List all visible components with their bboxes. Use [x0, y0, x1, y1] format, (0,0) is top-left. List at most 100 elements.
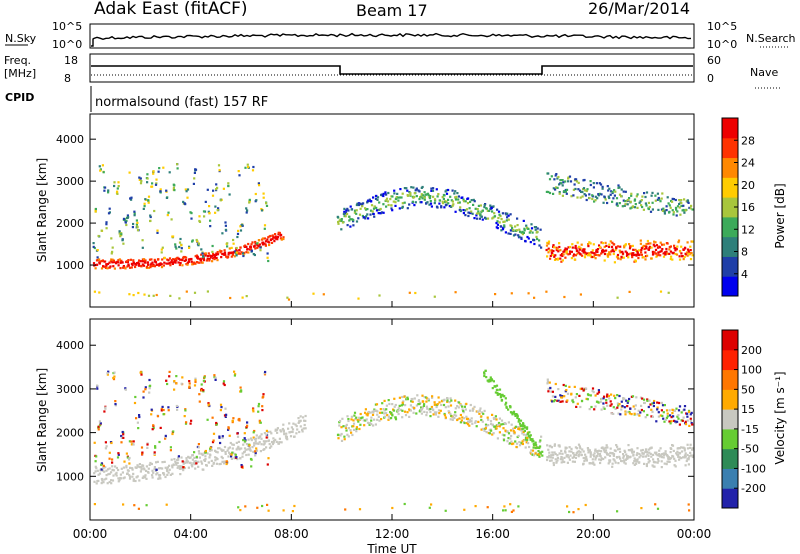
radar-cell	[254, 247, 257, 250]
radar-cell	[483, 409, 486, 412]
radar-cell	[406, 189, 409, 192]
radar-cell	[226, 245, 229, 248]
radar-cell	[592, 252, 595, 255]
radar-cell	[458, 401, 461, 404]
radar-cell	[596, 250, 599, 253]
radar-cell	[175, 404, 178, 408]
radar-cell	[681, 456, 685, 459]
radar-cell	[434, 199, 437, 202]
colorbar-swatch	[722, 389, 738, 410]
radar-cell	[415, 195, 418, 198]
radar-cell	[100, 463, 103, 466]
radar-cell	[469, 409, 472, 412]
radar-cell	[401, 403, 404, 406]
radar-cell	[168, 370, 171, 373]
radar-cell	[551, 456, 554, 459]
radar-cell	[239, 229, 243, 232]
velocity-frame	[89, 318, 695, 521]
radar-cell	[134, 265, 137, 269]
radar-cell	[498, 213, 501, 216]
radar-cell	[535, 444, 538, 447]
radar-cell	[436, 195, 439, 198]
radar-cell	[668, 460, 671, 463]
radar-cell	[465, 422, 468, 425]
radar-cell	[148, 387, 151, 390]
radar-cell	[413, 204, 416, 207]
radar-cell	[142, 475, 145, 478]
radar-cell	[680, 199, 683, 202]
radar-cell	[658, 453, 661, 456]
radar-cell	[550, 390, 553, 393]
radar-cell	[395, 196, 398, 199]
radar-cell	[653, 245, 656, 248]
radar-cell	[691, 448, 694, 451]
radar-cell	[240, 390, 243, 393]
radar-cell	[632, 253, 635, 257]
radar-cell	[411, 397, 414, 401]
radar-cell	[537, 450, 540, 453]
radar-cell	[676, 450, 679, 453]
radar-cell	[597, 389, 600, 392]
radar-cell	[564, 248, 567, 251]
radar-cell	[629, 200, 632, 203]
radar-cell	[294, 423, 297, 426]
radar-cell	[530, 223, 533, 226]
radar-cell	[523, 439, 526, 442]
radar-cell	[580, 190, 583, 193]
radar-cell	[677, 409, 681, 412]
radar-cell	[193, 291, 197, 294]
radar-cell	[346, 224, 349, 227]
x-tick-label: 00:00	[677, 527, 712, 541]
radar-cell	[177, 456, 180, 459]
radar-cell	[174, 257, 177, 261]
radar-cell	[230, 455, 233, 458]
radar-cell	[552, 453, 555, 456]
radar-cell	[169, 264, 172, 267]
radar-cell	[141, 246, 144, 249]
radar-cell	[574, 446, 577, 449]
radar-cell	[516, 217, 519, 220]
radar-cell	[166, 258, 169, 261]
radar-cell	[574, 244, 577, 248]
radar-cell	[484, 423, 488, 426]
radar-cell	[678, 447, 681, 450]
radar-cell	[465, 402, 468, 405]
radar-cell	[657, 411, 660, 414]
radar-cell	[598, 246, 601, 249]
radar-cell	[486, 217, 490, 220]
radar-cell	[360, 416, 363, 420]
radar-cell	[125, 219, 128, 222]
radar-cell	[662, 255, 666, 258]
radar-cell	[175, 259, 178, 262]
radar-cell	[372, 424, 375, 427]
radar-cell	[647, 448, 650, 451]
radar-cell	[604, 241, 607, 244]
cpid-label: CPID	[5, 91, 34, 104]
radar-cell	[227, 428, 230, 431]
radar-cell	[150, 462, 153, 466]
radar-cell	[670, 420, 673, 423]
radar-cell	[222, 253, 226, 256]
radar-cell	[406, 396, 409, 399]
radar-cell	[353, 209, 357, 212]
radar-cell	[261, 405, 264, 408]
radar-cell	[455, 414, 458, 417]
radar-cell	[105, 474, 108, 477]
radar-cell	[207, 404, 210, 407]
radar-cell	[246, 248, 249, 251]
radar-cell	[223, 460, 226, 463]
radar-cell	[450, 199, 453, 202]
radar-cell	[385, 205, 388, 208]
radar-cell	[652, 404, 655, 408]
radar-cell	[432, 187, 435, 190]
radar-cell	[180, 456, 183, 459]
radar-cell	[541, 450, 544, 453]
radar-cell	[271, 237, 274, 241]
radar-cell	[564, 384, 567, 387]
radar-cell	[346, 212, 349, 216]
radar-cell	[157, 170, 160, 173]
radar-cell	[620, 195, 623, 198]
radar-cell	[177, 458, 180, 461]
radar-cell	[561, 400, 564, 403]
radar-cell	[475, 425, 478, 428]
